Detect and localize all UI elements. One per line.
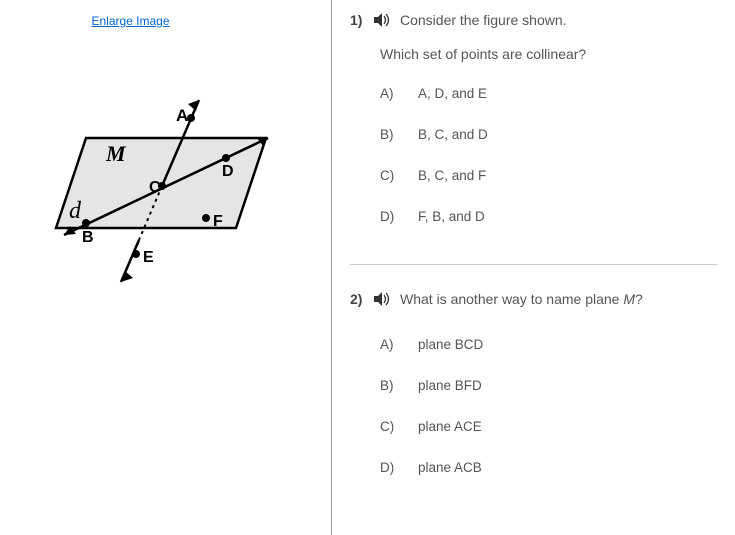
question-1: 1) Consider the figure shown. Which set … xyxy=(350,12,717,224)
choice-text: plane ACE xyxy=(418,419,482,434)
question-number: 1) xyxy=(350,12,366,28)
svg-text:d: d xyxy=(69,198,82,224)
audio-icon[interactable] xyxy=(374,13,392,27)
answer-choice[interactable]: C) plane ACE xyxy=(380,419,717,434)
choice-label: A) xyxy=(380,86,400,101)
svg-text:F: F xyxy=(213,213,223,230)
choice-text: plane BFD xyxy=(418,378,482,393)
answer-choice[interactable]: A) A, D, and E xyxy=(380,86,717,101)
answer-choice[interactable]: B) B, C, and D xyxy=(380,127,717,142)
answer-choice[interactable]: D) F, B, and D xyxy=(380,209,717,224)
choice-text: plane ACB xyxy=(418,460,482,475)
choice-label: D) xyxy=(380,460,400,475)
svg-text:D: D xyxy=(222,163,234,180)
choice-label: B) xyxy=(380,127,400,142)
answer-choice[interactable]: D) plane ACB xyxy=(380,460,717,475)
questions-panel: 1) Consider the figure shown. Which set … xyxy=(332,0,735,535)
choice-label: C) xyxy=(380,419,400,434)
choice-label: A) xyxy=(380,337,400,352)
geometry-figure: A M C D d B F E xyxy=(36,58,296,298)
choice-text: B, C, and D xyxy=(418,127,488,142)
question-text: Consider the figure shown. xyxy=(400,12,567,28)
audio-icon[interactable] xyxy=(374,292,392,306)
svg-text:E: E xyxy=(143,249,154,266)
svg-text:A: A xyxy=(176,106,188,125)
choice-label: C) xyxy=(380,168,400,183)
svg-text:M: M xyxy=(105,141,127,166)
choice-text: A, D, and E xyxy=(418,86,487,101)
answer-choice[interactable]: B) plane BFD xyxy=(380,378,717,393)
enlarge-image-link[interactable]: Enlarge Image xyxy=(0,14,331,28)
choice-label: D) xyxy=(380,209,400,224)
question-divider xyxy=(350,264,717,265)
svg-text:C: C xyxy=(149,179,161,196)
svg-text:B: B xyxy=(82,229,94,246)
question-subtext: Which set of points are collinear? xyxy=(380,46,717,62)
figure-panel: Enlarge Image A M C D xyxy=(0,0,332,535)
choice-text: plane BCD xyxy=(418,337,483,352)
question-number: 2) xyxy=(350,291,366,307)
answer-choice[interactable]: A) plane BCD xyxy=(380,337,717,352)
choice-text: B, C, and F xyxy=(418,168,486,183)
answer-choice[interactable]: C) B, C, and F xyxy=(380,168,717,183)
choice-text: F, B, and D xyxy=(418,209,485,224)
question-2: 2) What is another way to name plane M? … xyxy=(350,291,717,475)
choice-label: B) xyxy=(380,378,400,393)
question-text: What is another way to name plane M? xyxy=(400,291,643,307)
